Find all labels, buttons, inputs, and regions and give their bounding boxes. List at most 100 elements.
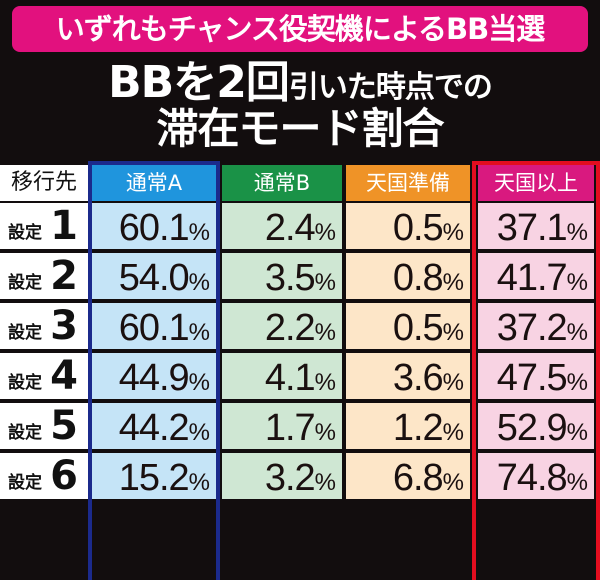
value: 37.2 [496,307,568,349]
value: 0.5 [392,307,444,349]
setting-cell: 設定 5 [0,403,88,449]
setting-cell: 設定 2 [0,253,88,299]
value: 52.9 [496,407,568,449]
value: 0.5 [392,207,444,249]
setting-number: 5 [50,403,78,449]
percent-sign: % [188,369,210,396]
setting-label: 設定 [8,423,42,443]
value-cell: 0.8% [346,253,470,299]
value-cell: 1.7% [222,403,342,449]
value-cell: 6.8% [346,453,470,499]
header-normal-a: 通常A [92,165,216,201]
value: 1.7 [264,407,316,449]
setting-number: 3 [50,303,78,349]
header-heaven-plus: 天国以上 [478,165,594,201]
value-cell: 3.5% [222,253,342,299]
setting-number: 1 [50,203,78,249]
value-cell: 3.6% [346,353,470,399]
percent-sign: % [188,319,210,346]
title-small-text: 引いた時点での [288,70,493,105]
percent-sign: % [314,419,336,446]
value: 15.2 [118,457,190,499]
header-destination: 移行先 [0,165,88,201]
setting-cell: 設定 6 [0,453,88,499]
title-line-1: BBを2回引いた時点での [0,58,600,117]
value-cell: 2.4% [222,203,342,249]
setting-label: 設定 [8,273,42,293]
value: 37.1 [496,207,568,249]
value-cell: 54.0% [92,253,216,299]
value-cell: 74.8% [478,453,594,499]
percent-sign: % [442,369,464,396]
percent-sign: % [566,269,588,296]
value-cell: 37.2% [478,303,594,349]
percent-sign: % [314,469,336,496]
header-normal-b: 通常B [222,165,342,201]
value: 2.2 [264,307,316,349]
value: 3.6 [392,357,444,399]
value-cell: 52.9% [478,403,594,449]
value: 47.5 [496,357,568,399]
percent-sign: % [188,469,210,496]
percent-sign: % [442,469,464,496]
percent-sign: % [314,269,336,296]
value: 3.2 [264,457,316,499]
percent-sign: % [566,469,588,496]
value: 60.1 [118,307,190,349]
setting-cell: 設定 4 [0,353,88,399]
percent-sign: % [566,419,588,446]
percent-sign: % [566,219,588,246]
percent-sign: % [188,419,210,446]
value: 74.8 [496,457,568,499]
header-heaven-prep: 天国準備 [346,165,470,201]
value: 44.2 [118,407,190,449]
percent-sign: % [188,269,210,296]
value-cell: 2.2% [222,303,342,349]
value-cell: 37.1% [478,203,594,249]
value: 4.1 [264,357,316,399]
value-cell: 44.9% [92,353,216,399]
setting-label: 設定 [8,223,42,243]
setting-number: 2 [50,253,78,299]
value-cell: 15.2% [92,453,216,499]
percent-sign: % [566,369,588,396]
percent-sign: % [314,219,336,246]
value: 0.8 [392,257,444,299]
value: 3.5 [264,257,316,299]
value: 6.8 [392,457,444,499]
setting-cell: 設定 1 [0,203,88,249]
value: 41.7 [496,257,568,299]
percent-sign: % [188,219,210,246]
value-cell: 47.5% [478,353,594,399]
percent-sign: % [442,269,464,296]
setting-label: 設定 [8,473,42,493]
percent-sign: % [314,319,336,346]
value-cell: 0.5% [346,203,470,249]
value: 1.2 [392,407,444,449]
setting-number: 6 [50,453,78,499]
value: 60.1 [118,207,190,249]
value-cell: 60.1% [92,203,216,249]
percent-sign: % [566,319,588,346]
value-cell: 0.5% [346,303,470,349]
setting-number: 4 [50,353,78,399]
percent-sign: % [442,319,464,346]
title-big-text: BBを2回 [108,57,290,108]
value: 54.0 [118,257,190,299]
value-cell: 44.2% [92,403,216,449]
value: 2.4 [264,207,316,249]
setting-label: 設定 [8,373,42,393]
value-cell: 41.7% [478,253,594,299]
value-cell: 1.2% [346,403,470,449]
subtitle-banner: いずれもチャンス役契機によるBB当選 [12,6,588,52]
value-cell: 3.2% [222,453,342,499]
percent-sign: % [442,219,464,246]
value-cell: 60.1% [92,303,216,349]
setting-label: 設定 [8,323,42,343]
title-line-2: 滞在モード割合 [156,104,444,153]
setting-cell: 設定 3 [0,303,88,349]
percent-sign: % [442,419,464,446]
value-cell: 4.1% [222,353,342,399]
percent-sign: % [314,369,336,396]
value: 44.9 [118,357,190,399]
